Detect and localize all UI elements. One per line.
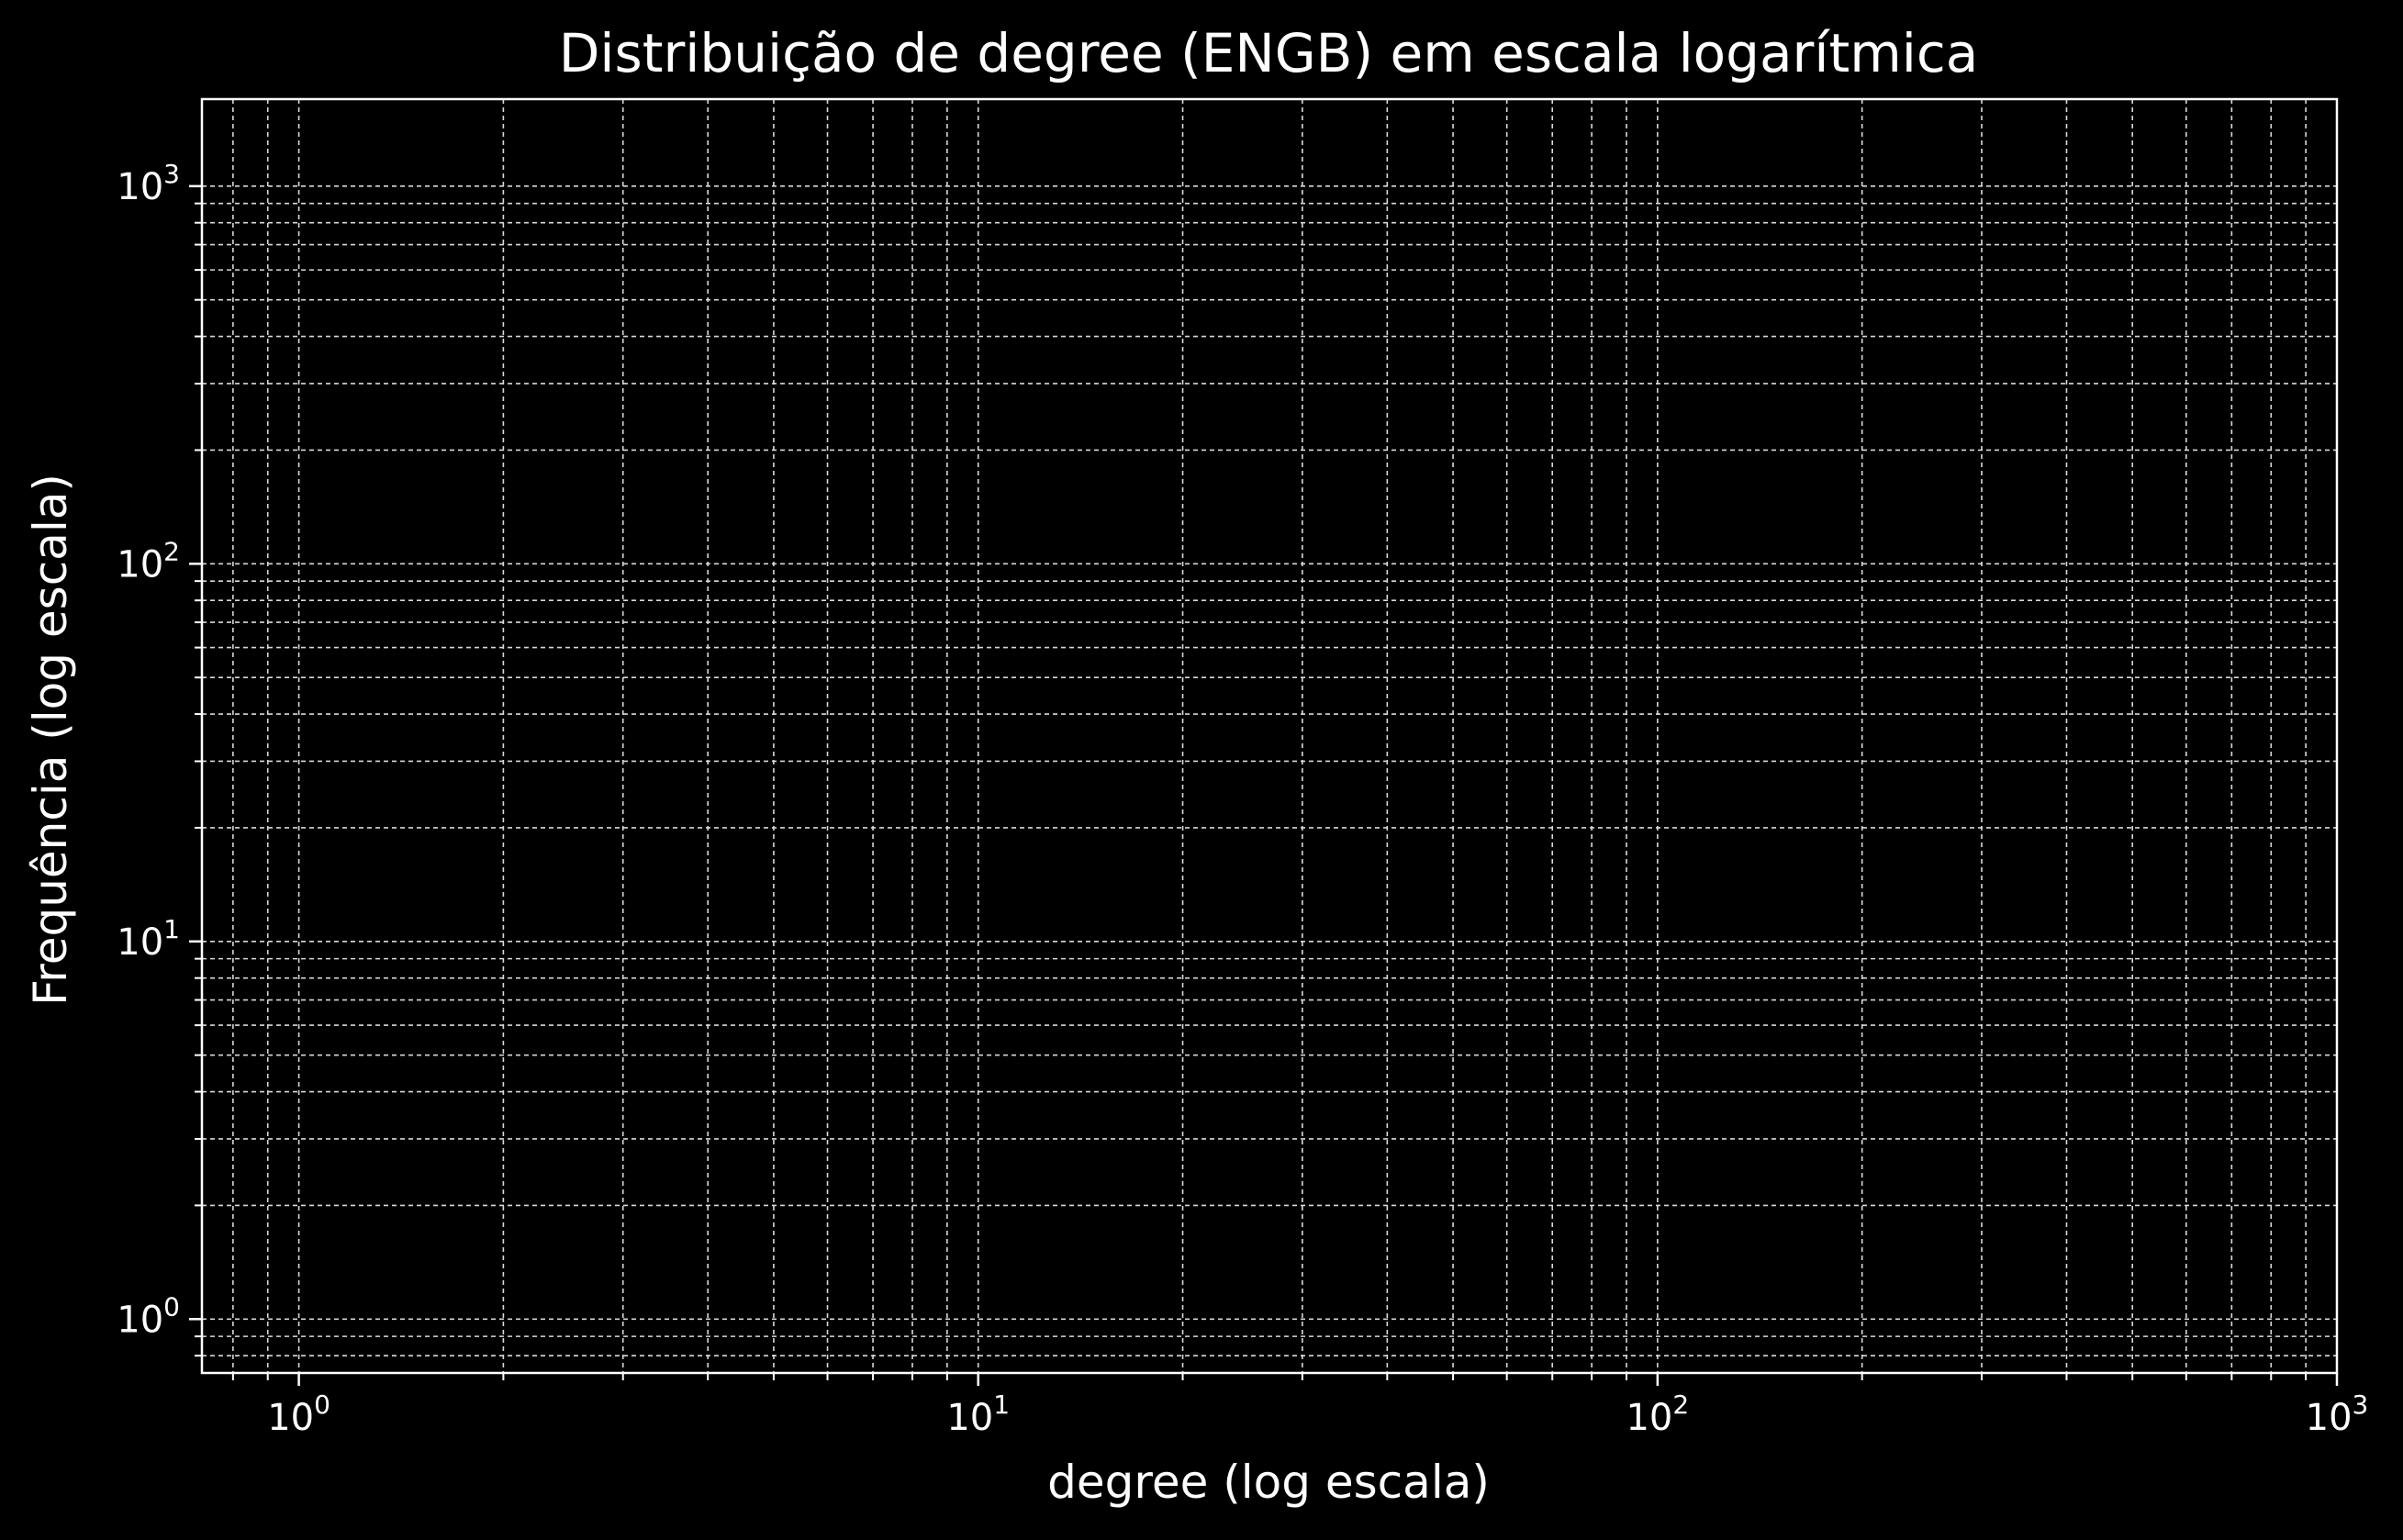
y-axis-label: Frequência (log escala)	[24, 474, 77, 1006]
grid-layer	[202, 99, 2337, 1373]
tick-layer: 100 101 102 103 100 101 102 103	[117, 159, 2368, 1439]
x-tick-label: 102	[1626, 1389, 1689, 1439]
plot-frame	[200, 97, 2339, 1375]
x-axis-label: degree (log escala)	[1047, 1456, 1490, 1509]
y-tick-label: 102	[117, 536, 180, 586]
y-tick-label: 100	[117, 1291, 180, 1341]
x-tick-label: 101	[946, 1389, 1010, 1439]
y-tick-label: 103	[117, 159, 180, 208]
x-tick-label: 103	[2306, 1389, 2369, 1439]
y-tick-label: 101	[117, 914, 180, 964]
x-tick-label: 100	[267, 1389, 330, 1439]
chart-title: Distribuição de degree (ENGB) em escala …	[559, 22, 1979, 84]
